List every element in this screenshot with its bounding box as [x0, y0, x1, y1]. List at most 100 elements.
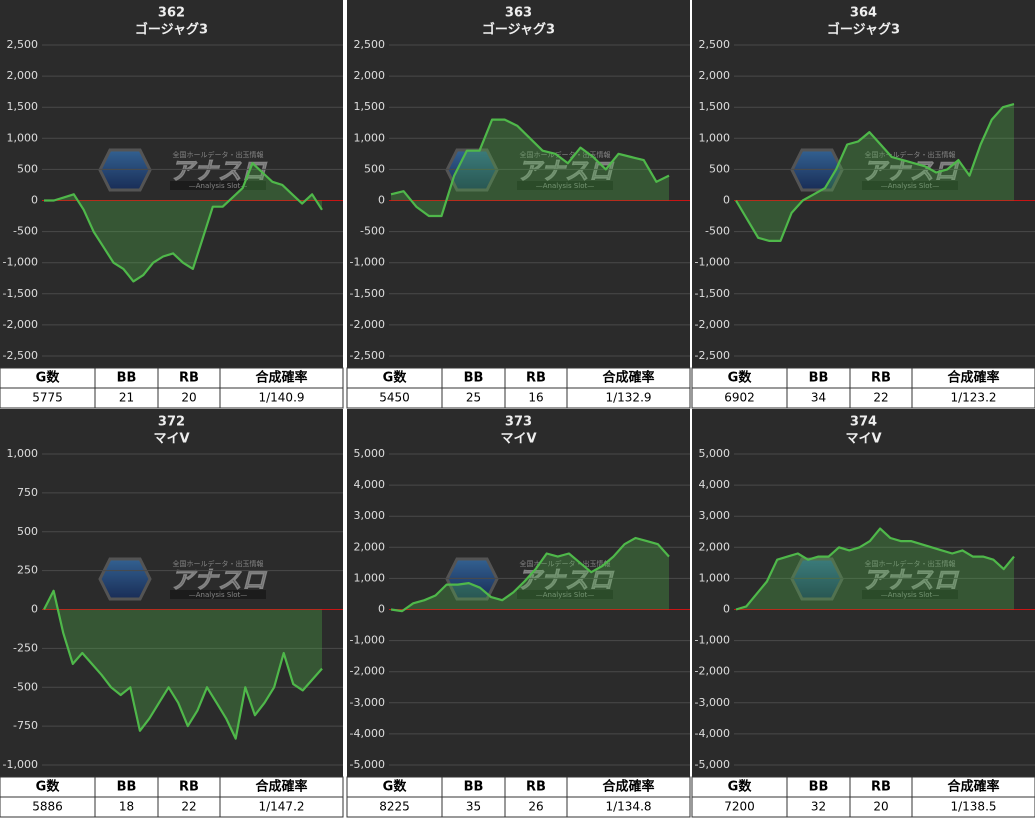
y-tick-label: 250 [17, 564, 38, 577]
chart-subtitle: ゴージャグ3 [135, 22, 208, 38]
table-header: RB [526, 371, 546, 386]
table-cell: 34 [811, 391, 826, 405]
watermark-tagline: 全国ホールデータ・出玉情報 [865, 559, 956, 568]
panel-background [347, 409, 690, 817]
y-tick-label: -3,000 [695, 696, 730, 709]
table-cell: 5886 [32, 800, 63, 814]
y-tick-label: 0 [378, 603, 385, 616]
y-tick-label: -1,500 [350, 287, 385, 300]
y-tick-label: -1,500 [695, 287, 730, 300]
watermark-subtitle: —Analysis Slot— [536, 182, 594, 190]
table-header: 合成確率 [947, 779, 999, 795]
y-tick-label: 1,000 [354, 571, 386, 584]
y-tick-label: 2,000 [699, 69, 731, 82]
y-tick-label: 4,000 [354, 478, 386, 491]
watermark-subtitle: —Analysis Slot— [189, 182, 247, 190]
table-cell: 18 [119, 800, 134, 814]
y-tick-label: 2,500 [699, 38, 731, 51]
table-cell: 32 [811, 800, 826, 814]
y-tick-label: 3,000 [354, 509, 386, 522]
y-tick-label: 5,000 [354, 447, 386, 460]
y-tick-label: -2,000 [350, 318, 385, 331]
watermark-band [517, 181, 613, 190]
area [44, 163, 322, 282]
y-tick-label: 1,500 [7, 100, 39, 113]
table-cell: 22 [181, 800, 196, 814]
y-tick-label: 750 [17, 486, 38, 499]
y-tick-label: -1,000 [695, 634, 730, 647]
table-header: G数 [383, 779, 408, 795]
watermark-tagline: 全国ホールデータ・出玉情報 [520, 150, 611, 159]
table-cell: 6902 [724, 391, 755, 405]
y-tick-label: 0 [378, 194, 385, 207]
panel-background [347, 0, 690, 408]
chart-title: 373 [505, 415, 532, 430]
y-tick-label: 2,000 [699, 540, 731, 553]
table-header: RB [179, 780, 199, 795]
y-tick-label: -250 [13, 641, 38, 654]
chart-title: 362 [158, 6, 185, 21]
watermark-tagline: 全国ホールデータ・出玉情報 [520, 559, 611, 568]
y-tick-label: 1,000 [354, 131, 386, 144]
watermark-band [517, 590, 613, 599]
table-header: 合成確率 [602, 779, 654, 795]
table-header: G数 [36, 370, 61, 386]
y-tick-label: -2,000 [695, 665, 730, 678]
y-tick-label: 2,500 [7, 38, 39, 51]
table-cell: 1/147.2 [258, 800, 304, 814]
chart-subtitle: ゴージャグ3 [827, 22, 900, 38]
y-tick-label: 500 [709, 162, 730, 175]
y-tick-label: 1,000 [7, 131, 39, 144]
y-tick-label: -2,500 [350, 349, 385, 362]
watermark-logo [445, 557, 499, 601]
table-header: RB [526, 780, 546, 795]
table-header: 合成確率 [602, 370, 654, 386]
table-cell: 1/138.5 [950, 800, 996, 814]
table-header: G数 [383, 370, 408, 386]
table-header: BB [464, 371, 484, 386]
y-tick-label: -4,000 [350, 727, 385, 740]
y-tick-label: -750 [13, 719, 38, 732]
y-tick-label: 0 [31, 603, 38, 616]
watermark-band [862, 181, 958, 190]
table-header: RB [871, 780, 891, 795]
y-tick-label: 0 [31, 194, 38, 207]
y-tick-label: 0 [723, 194, 730, 207]
y-tick-label: -2,500 [3, 349, 38, 362]
panel-background [0, 409, 343, 817]
y-tick-label: -500 [705, 225, 730, 238]
watermark-logo [98, 557, 152, 601]
area [44, 590, 322, 739]
y-tick-label: -2,000 [3, 318, 38, 331]
chart-title: 372 [158, 415, 185, 430]
y-tick-label: 1,000 [699, 131, 731, 144]
line [735, 103, 1015, 242]
table-cell: 25 [466, 391, 481, 405]
watermark-tagline: 全国ホールデータ・出玉情報 [865, 150, 956, 159]
table-cell: 20 [181, 391, 196, 405]
chart-title: 364 [850, 6, 877, 21]
table-cell: 1/140.9 [258, 391, 304, 405]
chart-subtitle: マイV [153, 432, 189, 447]
y-tick-label: 3,000 [699, 509, 731, 522]
table-cell: 35 [466, 800, 481, 814]
table-header: G数 [728, 779, 753, 795]
watermark-band [170, 181, 266, 190]
table-cell: 7200 [724, 800, 755, 814]
table-cell: 5775 [32, 391, 63, 405]
y-tick-label: -500 [360, 225, 385, 238]
table-header: 合成確率 [255, 779, 307, 795]
watermark-subtitle: —Analysis Slot— [189, 591, 247, 599]
table-cell: 1/134.8 [605, 800, 651, 814]
table-header: 合成確率 [255, 370, 307, 386]
y-tick-label: 1,500 [699, 100, 731, 113]
chart-title: 374 [850, 415, 877, 430]
watermark-subtitle: —Analysis Slot— [881, 591, 939, 599]
watermark-logo [98, 148, 152, 192]
